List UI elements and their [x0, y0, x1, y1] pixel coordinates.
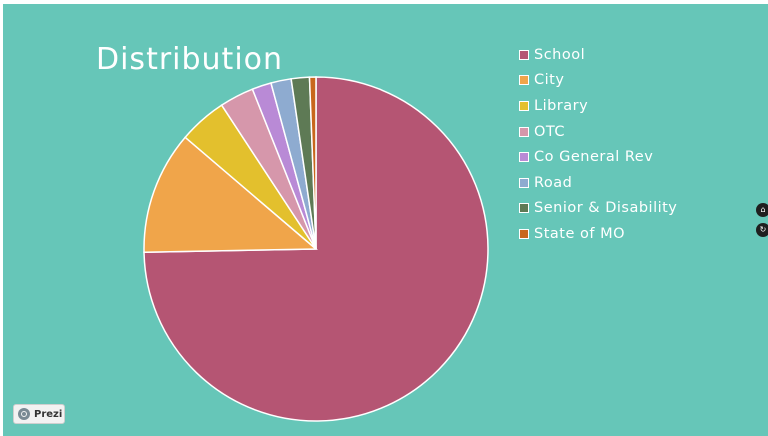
legend-swatch [519, 49, 529, 60]
legend-item: Road [519, 170, 677, 196]
legend-label: Library [534, 97, 589, 114]
legend-label: Road [534, 174, 573, 191]
prezi-label: Prezi [34, 408, 63, 420]
pie-slice-state-of-mo [308, 76, 317, 250]
home-glyph: ⌂ [760, 205, 766, 214]
prezi-badge[interactable]: Prezi [13, 404, 65, 424]
home-icon[interactable]: ⌂ [756, 203, 768, 217]
reset-icon[interactable]: ↻ [756, 223, 768, 237]
legend-label: School [534, 46, 586, 63]
legend-item: OTC [519, 119, 677, 145]
legend-label: OTC [534, 123, 566, 140]
chart-title: Distribution [96, 42, 284, 77]
pie-slice-city [143, 136, 318, 254]
legend-swatch [519, 152, 529, 163]
pie-chart [143, 76, 489, 422]
legend-label: State of MO [534, 225, 625, 242]
legend-label: Senior & Disability [534, 200, 678, 217]
reset-glyph: ↻ [759, 225, 767, 234]
legend-item: Library [519, 93, 677, 119]
legend-label: Co General Rev [534, 149, 654, 166]
prezi-globe-icon [18, 408, 30, 420]
legend-swatch [519, 126, 529, 137]
legend-swatch [519, 203, 529, 214]
legend-item: Senior & Disability [519, 196, 677, 222]
chart-legend: School City Library OTC Co General Rev Road Se… [519, 42, 677, 247]
legend-swatch [519, 100, 529, 111]
presentation-canvas: Distribution School City Library OTC Co Gene… [3, 4, 768, 436]
legend-swatch [519, 228, 529, 239]
legend-item: School [519, 42, 677, 68]
legend-swatch [519, 177, 529, 188]
legend-item: Co General Rev [519, 144, 677, 170]
legend-item: City [519, 68, 677, 94]
legend-swatch [519, 75, 529, 86]
legend-label: City [534, 72, 565, 89]
legend-item: State of MO [519, 221, 677, 247]
